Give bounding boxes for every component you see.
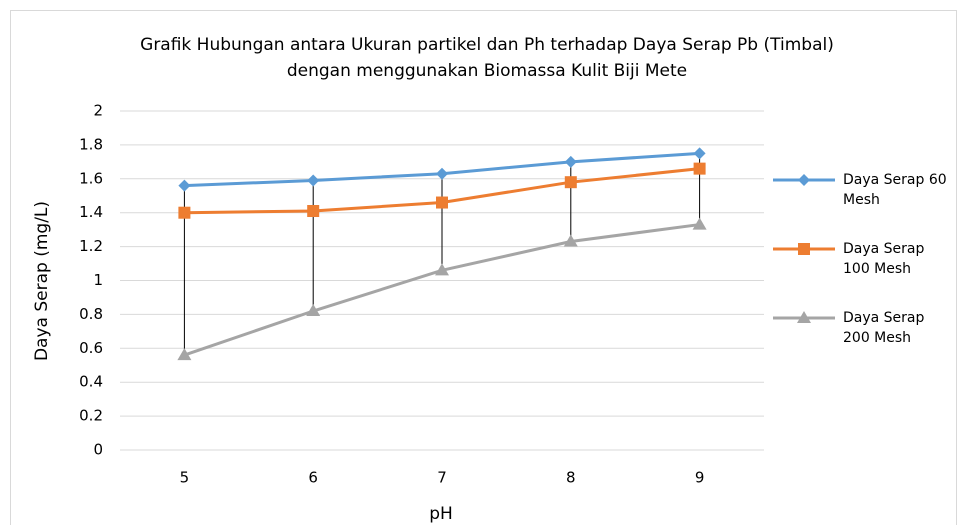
y-tick-label: 2 <box>93 102 103 120</box>
marker <box>563 234 578 247</box>
y-tick-label: 0.8 <box>79 305 103 323</box>
legend-label: Daya Serap 200 Mesh <box>843 310 925 346</box>
marker <box>307 205 320 218</box>
chart-border <box>10 10 957 525</box>
y-axis-label: Daya Serap (mg/L) <box>32 201 52 361</box>
marker <box>177 348 192 361</box>
x-tick-label: 6 <box>308 469 318 487</box>
marker <box>435 263 449 276</box>
marker <box>564 176 577 189</box>
marker <box>307 174 320 187</box>
y-tick-label: 1.8 <box>79 135 103 153</box>
y-tick-label: 1.2 <box>79 237 103 255</box>
marker <box>436 167 448 180</box>
legend-label: Daya Serap 100 Mesh <box>843 241 925 277</box>
marker <box>178 179 191 192</box>
y-tick-label: 0 <box>93 441 103 459</box>
marker <box>798 243 810 255</box>
marker <box>178 206 191 219</box>
marker <box>797 311 811 323</box>
y-tick-label: 1 <box>93 271 103 289</box>
marker <box>693 162 706 175</box>
y-tick-label: 0.4 <box>79 373 103 391</box>
x-tick-label: 5 <box>180 469 190 487</box>
marker <box>798 174 810 186</box>
marker <box>693 147 706 160</box>
y-tick-label: 0.2 <box>79 407 103 425</box>
legend-label: Daya Serap 60 Mesh <box>843 172 947 208</box>
y-tick-label: 0.6 <box>79 339 103 357</box>
x-axis-label: pH <box>429 504 453 524</box>
x-tick-label: 9 <box>695 469 705 487</box>
y-tick-label: 1.4 <box>79 203 103 221</box>
marker <box>564 155 577 168</box>
chart-title: Grafik Hubungan antara Ukuran partikel d… <box>140 35 834 81</box>
marker <box>692 217 707 230</box>
x-tick-label: 7 <box>437 469 447 487</box>
y-tick-label: 1.6 <box>79 169 103 187</box>
x-tick-label: 8 <box>566 469 576 487</box>
marker <box>436 196 448 209</box>
marker <box>306 304 321 317</box>
